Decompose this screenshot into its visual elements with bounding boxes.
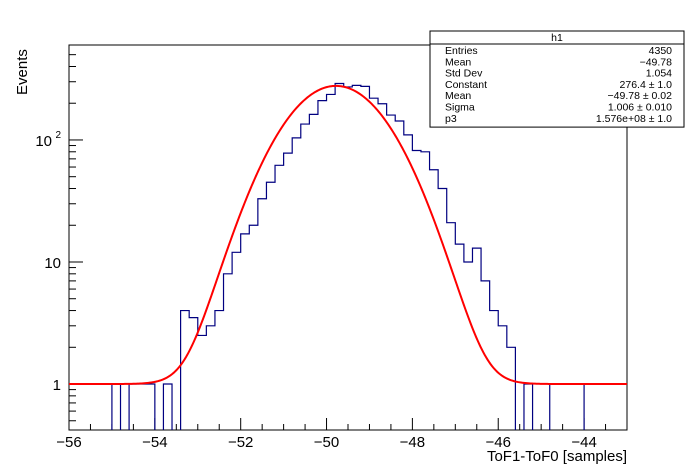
x-axis-title: ToF1-ToF0 [samples] <box>487 448 627 465</box>
x-tick-label: −56 <box>56 434 81 451</box>
stats-label: Constant <box>445 79 487 91</box>
stats-value: −49.78 ± 0.02 <box>608 90 673 102</box>
y-tick-exponent: 2 <box>55 130 61 141</box>
stats-value: 1.576e+08 ± 1.0 <box>596 113 672 125</box>
y-axis-title: Events <box>14 49 31 95</box>
stats-value: 1.054 <box>646 68 672 80</box>
x-tick-label: −48 <box>400 434 425 451</box>
x-tick-label: −46 <box>486 434 511 451</box>
stats-label: Mean <box>445 90 471 102</box>
y-tick-label: 1 <box>53 377 61 394</box>
stats-box-frame <box>429 30 685 128</box>
stats-box-title: h1 <box>551 32 563 44</box>
x-axis: −56 −54 −52 −50 −48 −46 −44 <box>56 418 628 451</box>
stats-label: Sigma <box>445 102 475 114</box>
x-tick-label: −50 <box>314 434 339 451</box>
x-tick-label: −52 <box>228 434 253 451</box>
fit-curve <box>69 84 627 386</box>
stats-label: Mean <box>445 56 471 68</box>
stats-value: −49.78 <box>640 56 673 68</box>
histogram-outline <box>111 82 585 430</box>
stats-label: Std Dev <box>445 68 483 80</box>
y-tick-label: 10 <box>35 133 52 150</box>
stats-label: Entries <box>445 45 478 57</box>
stats-value: 1.006 ± 0.010 <box>608 102 672 114</box>
stats-label: p3 <box>445 113 457 125</box>
stats-value: 4350 <box>649 45 673 57</box>
stats-value: 276.4 ± 1.0 <box>620 79 673 91</box>
x-tick-label: −44 <box>571 434 596 451</box>
stats-box: h1 Entries 4350 Mean −49.78 Std Dev 1.054 Const… <box>429 30 685 128</box>
x-tick-label: −54 <box>142 434 167 451</box>
y-tick-label: 10 <box>44 255 61 272</box>
